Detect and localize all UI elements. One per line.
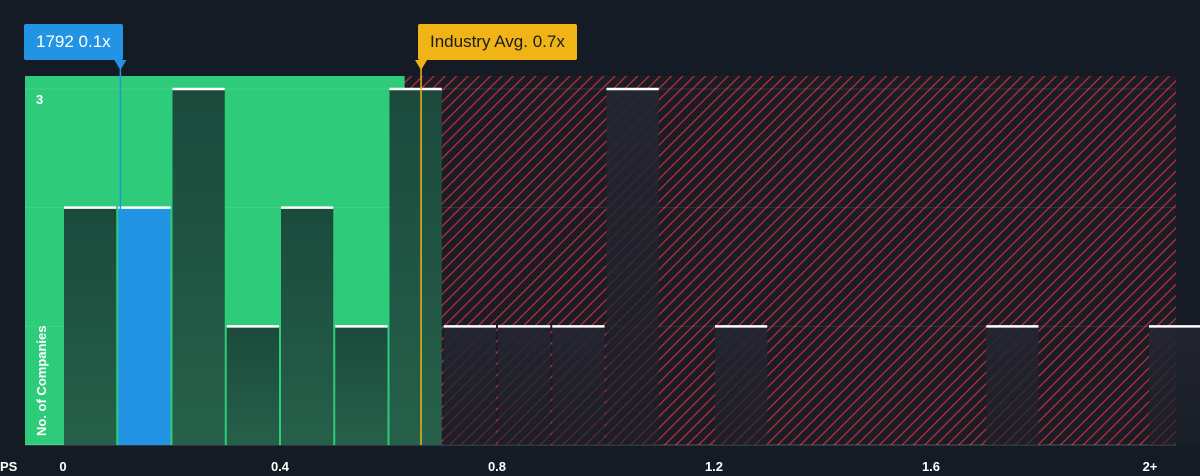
histogram-bar <box>443 326 496 445</box>
x-tick-label: 2+ <box>1143 459 1158 474</box>
x-axis-label: PS <box>0 459 18 474</box>
histogram-bar <box>389 89 442 445</box>
histogram-bar <box>226 326 279 445</box>
industry-callout-pointer <box>415 60 428 70</box>
histogram-bar <box>986 326 1039 445</box>
company-callout: 1792 0.1x <box>24 24 123 60</box>
y-tick-label: 3 <box>36 92 43 107</box>
y-axis-label: No. of Companies <box>34 325 49 436</box>
histogram-bar <box>715 326 768 445</box>
x-tick-labels: 0 0.4 0.8 1.2 1.6 2+ <box>59 459 1157 474</box>
histogram-bar <box>606 89 659 445</box>
x-tick-label: 0 <box>59 459 66 474</box>
histogram-bar <box>1149 326 1200 445</box>
histogram-bar <box>281 207 334 445</box>
x-tick-label: 1.2 <box>705 459 723 474</box>
histogram-bar <box>172 89 225 445</box>
histogram-bar <box>64 207 117 445</box>
histogram-bars <box>64 87 1200 445</box>
company-bar <box>118 207 171 445</box>
histogram-bar <box>335 326 388 445</box>
x-tick-label: 1.6 <box>922 459 940 474</box>
histogram-bar <box>498 326 551 445</box>
industry-avg-callout: Industry Avg. 0.7x <box>418 24 577 60</box>
x-tick-label: 0.8 <box>488 459 506 474</box>
x-tick-label: 0.4 <box>271 459 290 474</box>
histogram-bar <box>552 326 605 445</box>
company-callout-pointer <box>114 60 127 70</box>
